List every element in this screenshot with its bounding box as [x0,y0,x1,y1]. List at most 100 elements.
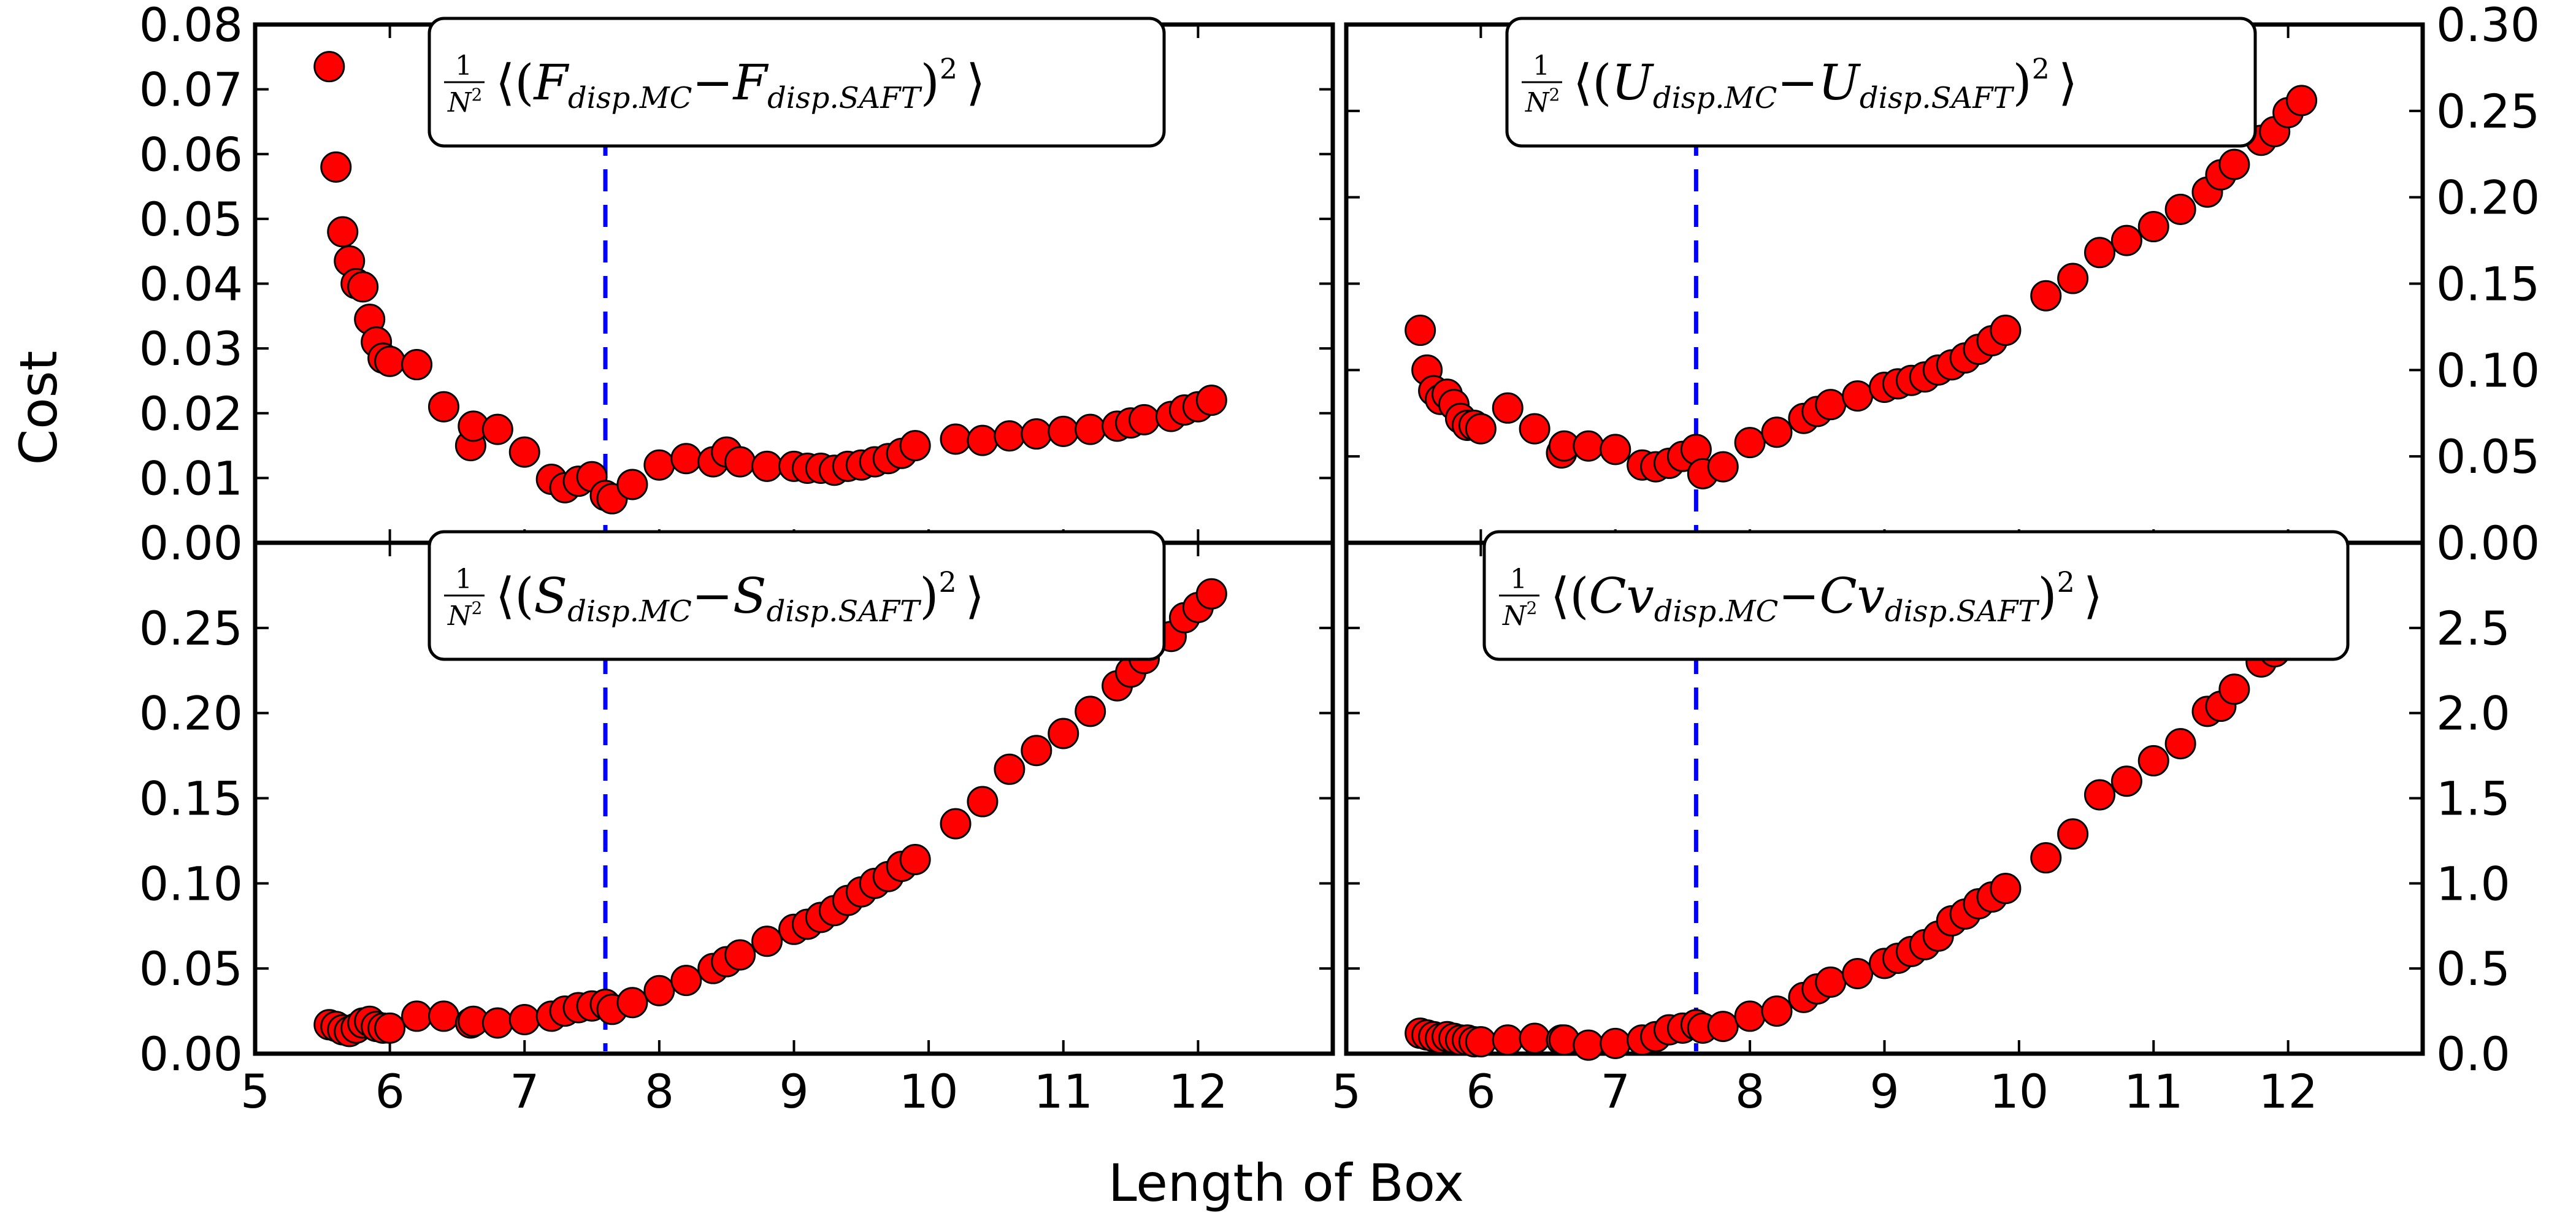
data-point [2164,728,2196,760]
y-tick-label: 0.20 [139,686,243,741]
data-point [724,446,756,478]
x-tick-label: 9 [779,1064,808,1119]
data-point [481,1007,513,1039]
data-point [401,349,433,381]
legend-box [427,17,1166,148]
x-tick-label: 10 [899,1064,959,1119]
data-point [940,423,972,455]
data-point [1519,413,1551,445]
data-point [2030,280,2062,312]
legend-minus: − [692,54,734,111]
legend-fraction-denominator: N2 [447,598,482,632]
data-point [670,965,702,997]
legend-minus: − [1777,54,1818,111]
y-tick-label: 0.15 [139,772,243,826]
x-tick-label: 12 [1168,1064,1228,1119]
legend-subscript-b: disp.SAFT [767,81,922,115]
data-point [2110,765,2142,797]
legend-quantity-b: F [732,54,769,111]
data-point [1465,1026,1497,1058]
data-point [967,424,999,456]
x-tick-label: 8 [645,1064,674,1119]
data-point [320,151,352,183]
x-tick-label: 7 [1601,1064,1630,1119]
y-tick-label: 0.06 [139,127,243,182]
legend-n-symbol: N [447,87,472,118]
data-point [1492,1024,1524,1056]
y-tick-label: 0.10 [2436,343,2540,397]
legend-open-bracket: ⟨( [1573,54,1611,111]
x-tick-label: 10 [1990,1064,2049,1119]
legend-power: 2 [940,52,957,85]
legend-n-symbol: N [1525,87,1550,118]
legend-box [1505,17,2257,148]
y-tick-label: 1.0 [2436,856,2510,911]
legend-fraction-denominator: N2 [1502,598,1537,632]
x-tick-label: 12 [2258,1064,2318,1119]
data-point [374,345,406,377]
legend-power: 2 [2057,565,2075,599]
data-point [2137,211,2169,243]
y-tick-label: 2.0 [2436,686,2510,741]
data-point [401,1000,433,1032]
data-point [670,443,702,475]
data-point [1734,1000,1766,1032]
data-point [967,786,999,818]
data-point [327,216,359,248]
scatter-series [1405,85,2318,489]
data-point [994,420,1025,452]
legend-close-paren: ) [921,54,940,111]
legend-power: 2 [2032,52,2050,85]
data-point [751,450,783,482]
y-tick-label: 0.25 [2436,84,2540,139]
legend-subscript-b: disp.SAFT [1860,81,2015,115]
legend-expression: ⟨(Fdisp.MC−Fdisp.SAFT)2 ⟩ [496,52,985,115]
data-point [2164,193,2196,225]
x-tick-label: 11 [2124,1064,2183,1119]
legend-close-bracket: ⟩ [2083,567,2103,624]
data-point [1021,418,1052,450]
legend-quantity-b: Cv [1819,567,1884,624]
legend-subscript-a: disp.MC [568,81,692,115]
data-point [347,271,379,303]
legend-fraction-denominator: N2 [1525,85,1560,118]
data-point [1195,578,1227,610]
y-tick-label: 0.15 [2436,257,2540,312]
y-tick-label: 0.04 [139,257,243,312]
legend-quantity-a: U [1611,54,1654,111]
x-tick-label: 6 [1466,1064,1495,1119]
legend-fraction-numerator: 1 [1533,50,1550,82]
data-point [1075,413,1106,445]
legend-close-paren: ) [919,567,938,624]
data-point [1573,430,1604,462]
data-point [1707,1011,1739,1043]
legend-box [427,530,1166,661]
data-point [1519,1022,1551,1054]
x-axis-label: Length of Box [1108,1153,1464,1213]
y-tick-label: 0.05 [139,941,243,996]
legend-expression: ⟨(Cvdisp.MC−Cvdisp.SAFT)2 ⟩ [1551,565,2103,629]
legend-expression: ⟨(Sdisp.MC−Sdisp.SAFT)2 ⟩ [496,565,984,629]
scatter-series [313,51,1227,515]
legend-n-symbol: N [447,600,472,632]
data-point [643,449,675,481]
legend-n-exponent: 2 [1549,85,1560,105]
legend-fraction-denominator: N2 [447,85,482,118]
data-point [2286,85,2318,117]
legend-close-bracket: ⟩ [965,567,984,624]
y-tick-label: 0.08 [139,0,243,52]
x-tick-label: 9 [1869,1064,1899,1119]
data-point [1195,385,1227,416]
y-tick-label: 0.25 [139,601,243,656]
data-point [313,51,345,83]
x-tick-label: 8 [1735,1064,1765,1119]
y-tick-label: 0.07 [139,63,243,117]
data-point [616,987,648,1019]
data-point [1600,1027,1631,1059]
data-point [1600,434,1631,465]
data-point [1815,389,1847,421]
y-tick-label: 0.30 [2436,0,2540,52]
x-tick-label: 11 [1033,1064,1093,1119]
